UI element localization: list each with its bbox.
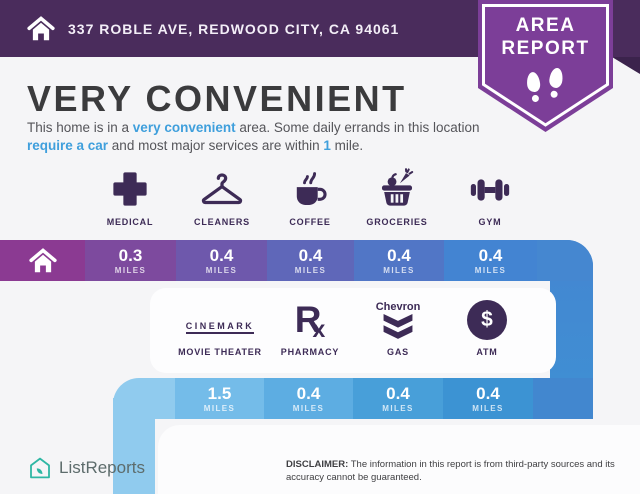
distance-bar-top: 0.3 MILES 0.4 MILES 0.4 MILES 0.4 MILES 0.4 M… <box>0 240 593 281</box>
disclaimer-text: DISCLAIMER: The information in this repo… <box>286 459 615 483</box>
distance-bar-bottom: 1.5 MILES 0.4 MILES 0.4 MILES 0.4 MILES <box>113 378 593 419</box>
grocery-basket-icon <box>381 168 414 206</box>
distance-cell-medical: 0.3 MILES <box>85 240 176 281</box>
listreports-house-icon <box>30 457 50 479</box>
footprints-icon <box>478 67 613 103</box>
chevron-logo: Chevron <box>376 301 420 340</box>
service-label: GAS <box>387 347 409 357</box>
distance-cell-gas: 0.4 MILES <box>353 378 443 419</box>
service-label: MEDICAL <box>106 217 154 227</box>
service-coffee: COFFEE <box>262 166 358 227</box>
coffee-cup-icon <box>296 172 327 205</box>
badge-pennant-shape <box>478 0 613 132</box>
service-cleaners: CLEANERS <box>174 166 270 227</box>
bar-tail-segment <box>537 240 593 281</box>
bar-tail-segment <box>533 378 593 419</box>
badge-title-line2: REPORT <box>501 38 590 59</box>
distance-cell-coffee: 0.4 MILES <box>267 240 354 281</box>
home-segment <box>0 240 85 281</box>
highlight-very-convenient: very convenient <box>132 120 236 135</box>
service-medical: MEDICAL <box>82 166 178 227</box>
brand-name: ListReports <box>59 458 145 477</box>
header-ribbon-fold <box>612 57 640 74</box>
dollar-circle-icon: $ <box>467 300 507 340</box>
home-icon <box>28 247 57 272</box>
service-label: GROCERIES <box>366 217 428 227</box>
property-address: 337 ROBLE AVE, REDWOOD CITY, CA 94061 <box>68 20 400 37</box>
hanger-icon <box>201 173 243 205</box>
service-label: CLEANERS <box>194 217 250 227</box>
page-title: VERY CONVENIENT <box>27 78 407 119</box>
distance-cell-movie-theater: 1.5 MILES <box>175 378 264 419</box>
service-gas: Chevron GAS <box>343 296 453 357</box>
distance-cell-cleaners: 0.4 MILES <box>176 240 267 281</box>
service-label: COFFEE <box>289 217 331 227</box>
highlight-require-a-car: require a car <box>27 138 109 153</box>
service-groceries: GROCERIES <box>349 166 445 227</box>
area-report-badge: AREA REPORT <box>478 0 613 132</box>
home-icon <box>27 15 55 40</box>
service-label: MOVIE THEATER <box>178 347 262 357</box>
service-gym: GYM <box>442 166 538 227</box>
medical-cross-icon <box>113 172 147 206</box>
listreports-logo: ListReports <box>28 456 145 480</box>
dumbbell-icon <box>470 179 510 201</box>
highlight-one-mile: 1 <box>323 138 331 153</box>
service-label: PHARMACY <box>280 347 340 357</box>
service-label: GYM <box>478 217 502 227</box>
service-pharmacy: Rx PHARMACY <box>255 296 365 357</box>
distance-cell-pharmacy: 0.4 MILES <box>264 378 353 419</box>
distance-cell-atm: 0.4 MILES <box>443 378 533 419</box>
service-label: ATM <box>476 347 498 357</box>
service-atm: $ ATM <box>432 296 542 357</box>
description-text: This home is in a very convenient area. … <box>27 120 480 153</box>
footer-card <box>158 425 640 494</box>
rx-icon: Rx <box>294 299 326 342</box>
distance-cell-gym: 0.4 MILES <box>444 240 537 281</box>
bar-lead-segment <box>113 378 175 419</box>
distance-cell-groceries: 0.4 MILES <box>354 240 444 281</box>
badge-title-line1: AREA <box>515 15 576 36</box>
badge-title: AREA REPORT <box>478 14 613 60</box>
chevron-stripes-icon <box>383 314 413 339</box>
cinemark-logo: CINEMARK <box>185 321 255 334</box>
service-movie-theater: CINEMARK MOVIE THEATER <box>165 296 275 357</box>
